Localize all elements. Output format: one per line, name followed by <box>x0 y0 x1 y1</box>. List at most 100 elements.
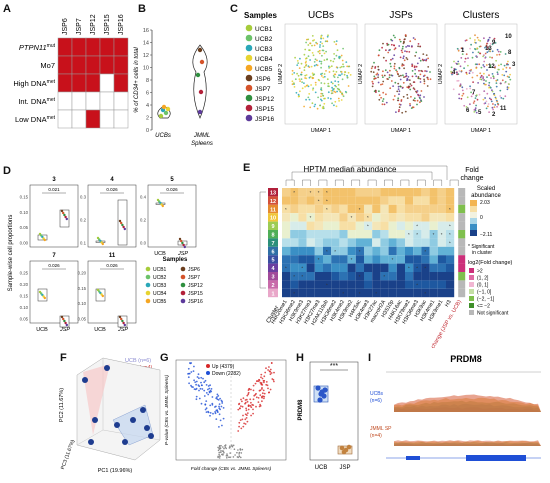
panel-c-umap-point <box>490 98 492 101</box>
panel-i-track1: UCBs <box>370 391 384 397</box>
panel-c-umap-point <box>460 70 463 72</box>
panel-g-point <box>218 426 220 428</box>
panel-g-point-ns <box>226 453 228 455</box>
panel-e-sig-star: * <box>367 224 369 229</box>
panel-c-umap-point <box>494 104 497 106</box>
panel-g-point-ns <box>224 446 227 448</box>
panel-e-cell <box>372 238 381 247</box>
panel-e-cell <box>314 204 323 214</box>
panel-e-fold-cell <box>458 263 466 272</box>
panel-e-cell <box>380 221 389 230</box>
panel-c-cluster-id: 10 <box>505 34 512 40</box>
panel-e-cell <box>331 213 340 222</box>
panel-c-umap-point <box>314 58 317 61</box>
panel-c-umap-point <box>293 86 296 88</box>
panel-d-box-ucb <box>95 288 106 302</box>
panel-e-cell <box>413 263 422 272</box>
panel-e-cluster-swatch <box>268 238 278 247</box>
panel-c-umap-point <box>323 59 326 61</box>
panel-c-umap-point <box>322 37 325 40</box>
panel-c-umap-point <box>485 100 488 103</box>
panel-c-umap-point <box>479 40 482 42</box>
panel-c-umap-point <box>413 66 416 69</box>
panel-c-umap-point <box>426 76 429 79</box>
panel-e-cell <box>437 221 446 230</box>
panel-c-legend-label: JSP6 <box>255 76 271 83</box>
panel-c-umap-point <box>382 91 385 94</box>
panel-e-cell <box>282 280 291 289</box>
panel-e-cell <box>446 196 455 205</box>
panel-i-tracks: PRDM8 UCBs(n=6) JMML SP(n=4) <box>370 354 541 461</box>
panel-e-cell <box>388 221 397 230</box>
panel-d-ytick: 0.10 <box>78 301 87 306</box>
panel-c-umap-point <box>405 46 407 48</box>
panel-c-umap-point <box>314 91 317 94</box>
panel-c-umap-point <box>458 97 461 100</box>
panel-g-point <box>259 394 262 396</box>
panel-c-umap-point <box>457 79 460 82</box>
panel-c-umap-point <box>465 71 468 74</box>
panel-c-umap-point <box>345 91 348 94</box>
panel-c-umap-point <box>401 111 404 114</box>
panel-c-umap-point <box>455 71 458 74</box>
panel-e-cell <box>282 188 291 197</box>
panel-c-umap-point <box>484 46 486 49</box>
panel-c-umap-point <box>329 66 331 68</box>
panel-c-cluster-id: 5 <box>478 110 482 116</box>
panel-e-cluster-swatch <box>268 196 278 205</box>
panel-c-umap-point <box>380 83 382 86</box>
panel-e-sig-star: * <box>310 215 312 220</box>
panel-c-umap-point <box>320 88 322 91</box>
panel-c-umap-point <box>423 80 426 83</box>
panel-g-point <box>249 398 252 401</box>
panel-e-cell <box>413 204 422 214</box>
panel-c-umap-point <box>452 88 455 91</box>
panel-e-fc-label: <= −2 <box>477 304 490 310</box>
panel-g-point <box>200 402 203 405</box>
panel-d-ytick: 0.20 <box>20 282 29 287</box>
panel-d-subplot-title: 5 <box>170 177 174 183</box>
panel-g-point-ns <box>217 446 219 449</box>
panel-e-cell <box>446 272 455 281</box>
panel-g-point <box>205 400 208 402</box>
panel-g-point <box>217 395 220 397</box>
panel-c-umap-point <box>390 58 392 61</box>
panel-c-umap-point <box>423 96 425 98</box>
panel-c-umap-point <box>492 108 494 111</box>
panel-e-cell <box>282 221 291 230</box>
panel-c-umap-point <box>482 79 485 81</box>
panel-c-umap-point <box>418 69 420 72</box>
panel-a-cell <box>113 37 129 57</box>
panel-c-umap-point <box>378 98 381 101</box>
panel-e-cell <box>405 213 414 222</box>
panel-c-umap-point <box>295 91 298 94</box>
panel-g-point <box>208 387 211 390</box>
panel-c-umap-point <box>381 46 383 49</box>
panel-e-fold-title: change <box>461 175 484 182</box>
panel-e-cell <box>290 213 299 222</box>
panel-c-umap-point <box>398 103 401 106</box>
panel-c-umap-point <box>407 79 409 81</box>
panel-c-umap-point <box>458 93 460 96</box>
panel-c-umap-point <box>312 87 315 90</box>
panel-g-point <box>246 420 249 423</box>
panel-c-umap-point <box>460 57 463 59</box>
panel-c-umap-point <box>402 55 405 58</box>
panel-c-umap-point <box>468 69 471 72</box>
panel-e-row-dendro <box>259 191 266 289</box>
panel-c-umap-point <box>473 111 476 113</box>
panel-c-umaps: Samples UCB1 UCB2 UCB3 UCB4 UCB5 JSP6 JSP7 JSP12… <box>244 10 518 134</box>
panel-e-cell <box>290 230 299 239</box>
panel-a-row-label: Mo7 <box>40 61 55 70</box>
panel-e-cluster-id: 3 <box>271 275 274 281</box>
panel-c-umap-point <box>313 64 316 67</box>
panel-c-umap-point <box>333 57 336 60</box>
panel-g-point <box>211 396 214 398</box>
panel-b-xlabel: Spleens <box>191 141 213 147</box>
panel-c-umap-point <box>486 92 489 95</box>
panel-a-cell <box>113 73 129 93</box>
panel-e-cell <box>429 238 438 247</box>
panel-f-point <box>114 422 120 428</box>
panel-d-legend-label: UCB5 <box>153 299 167 305</box>
panel-e-cell <box>437 213 446 222</box>
